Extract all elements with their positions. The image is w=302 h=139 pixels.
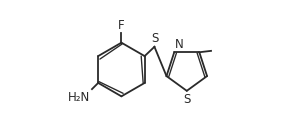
Text: H₂N: H₂N xyxy=(68,91,90,104)
Text: S: S xyxy=(183,93,191,106)
Text: F: F xyxy=(118,19,125,32)
Text: S: S xyxy=(151,32,158,45)
Text: N: N xyxy=(175,38,184,51)
